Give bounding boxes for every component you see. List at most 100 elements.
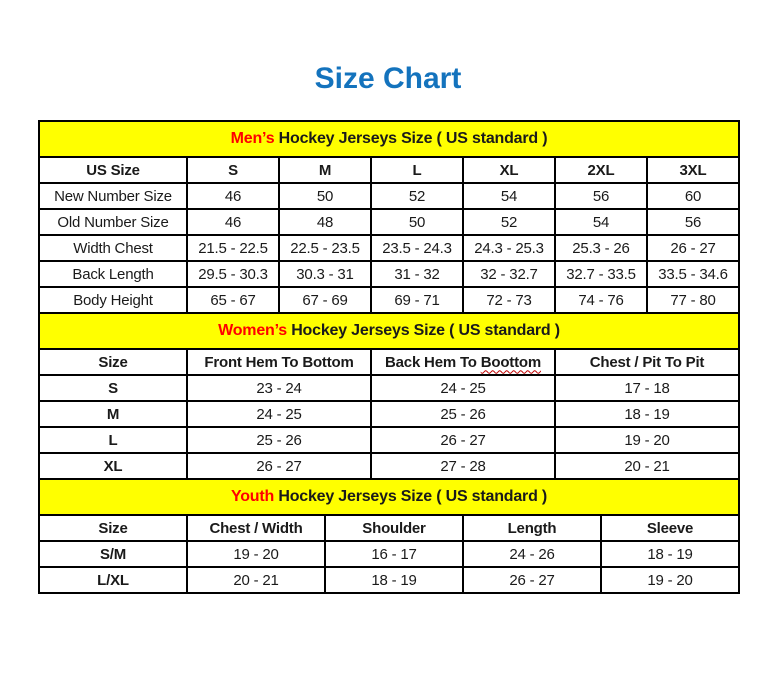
womens-section-band: Women’s Hockey Jerseys Size ( US standar… bbox=[38, 312, 740, 350]
page-title: Size Chart bbox=[314, 62, 462, 95]
column-header: US Size bbox=[38, 156, 188, 184]
table-row: L 25 - 26 26 - 27 19 - 20 bbox=[38, 426, 740, 454]
value-cell: 26 - 27 bbox=[646, 234, 740, 262]
table-row: XL 26 - 27 27 - 28 20 - 21 bbox=[38, 452, 740, 480]
column-header: Front Hem To Bottom bbox=[186, 348, 372, 376]
table-row: M 24 - 25 25 - 26 18 - 19 bbox=[38, 400, 740, 428]
row-label-cell: XL bbox=[38, 452, 188, 480]
value-cell: 17 - 18 bbox=[554, 374, 740, 402]
size-tables: Men’s Hockey Jerseys Size ( US standard … bbox=[38, 120, 740, 594]
womens-size-table: Women’s Hockey Jerseys Size ( US standar… bbox=[38, 312, 740, 480]
value-cell: 26 - 27 bbox=[462, 566, 602, 594]
value-cell: 52 bbox=[370, 182, 464, 210]
value-cell: 18 - 19 bbox=[554, 400, 740, 428]
value-cell: 33.5 - 34.6 bbox=[646, 260, 740, 288]
value-cell: 72 - 73 bbox=[462, 286, 556, 314]
value-cell: 54 bbox=[462, 182, 556, 210]
value-cell: 24.3 - 25.3 bbox=[462, 234, 556, 262]
value-cell: 22.5 - 23.5 bbox=[278, 234, 372, 262]
value-cell: 32.7 - 33.5 bbox=[554, 260, 648, 288]
value-cell: 31 - 32 bbox=[370, 260, 464, 288]
value-cell: 19 - 20 bbox=[186, 540, 326, 568]
youth-title-rest: Hockey Jerseys Size ( US standard ) bbox=[278, 488, 548, 505]
table-row: S 23 - 24 24 - 25 17 - 18 bbox=[38, 374, 740, 402]
column-header-prefix: Back Hem To bbox=[385, 353, 481, 371]
value-cell: 48 bbox=[278, 208, 372, 236]
value-cell: 54 bbox=[554, 208, 648, 236]
youth-accent-word: Youth bbox=[230, 488, 275, 505]
value-cell: 20 - 21 bbox=[186, 566, 326, 594]
value-cell: 25 - 26 bbox=[186, 426, 372, 454]
value-cell: 26 - 27 bbox=[370, 426, 556, 454]
column-header: Size bbox=[38, 514, 188, 542]
value-cell: 19 - 20 bbox=[554, 426, 740, 454]
value-cell: 25 - 26 bbox=[370, 400, 556, 428]
womens-column-header-row: Size Front Hem To Bottom Back Hem To Boo… bbox=[38, 348, 740, 376]
value-cell: 23.5 - 24.3 bbox=[370, 234, 464, 262]
value-cell: 18 - 19 bbox=[600, 540, 740, 568]
value-cell: 46 bbox=[186, 182, 280, 210]
row-label-cell: Body Height bbox=[38, 286, 188, 314]
value-cell: 65 - 67 bbox=[186, 286, 280, 314]
value-cell: 23 - 24 bbox=[186, 374, 372, 402]
value-cell: 56 bbox=[554, 182, 648, 210]
value-cell: 16 - 17 bbox=[324, 540, 464, 568]
row-label-cell: New Number Size bbox=[38, 182, 188, 210]
value-cell: 56 bbox=[646, 208, 740, 236]
column-header: Chest / Width bbox=[186, 514, 326, 542]
mens-column-header-row: US Size S M L XL 2XL 3XL bbox=[38, 156, 740, 184]
column-header: Length bbox=[462, 514, 602, 542]
mens-table-body: New Number Size 46 50 52 54 56 60 Old Number Si… bbox=[38, 182, 740, 314]
womens-table-body: S 23 - 24 24 - 25 17 - 18 M 24 - 25 25 - 26 18 … bbox=[38, 374, 740, 480]
row-label-cell: S/M bbox=[38, 540, 188, 568]
row-label-cell: M bbox=[38, 400, 188, 428]
table-row: L/XL 20 - 21 18 - 19 26 - 27 19 - 20 bbox=[38, 566, 740, 594]
value-cell: 60 bbox=[646, 182, 740, 210]
column-header: XL bbox=[462, 156, 556, 184]
column-header: 3XL bbox=[646, 156, 740, 184]
column-header: S bbox=[186, 156, 280, 184]
table-row: Back Length 29.5 - 30.3 30.3 - 31 31 - 32 32… bbox=[38, 260, 740, 288]
value-cell: 50 bbox=[278, 182, 372, 210]
row-label-cell: Back Length bbox=[38, 260, 188, 288]
mens-size-table: Men’s Hockey Jerseys Size ( US standard … bbox=[38, 120, 740, 314]
column-header: M bbox=[278, 156, 372, 184]
value-cell: 74 - 76 bbox=[554, 286, 648, 314]
value-cell: 50 bbox=[370, 208, 464, 236]
value-cell: 30.3 - 31 bbox=[278, 260, 372, 288]
value-cell: 69 - 71 bbox=[370, 286, 464, 314]
value-cell: 77 - 80 bbox=[646, 286, 740, 314]
value-cell: 67 - 69 bbox=[278, 286, 372, 314]
column-header: Chest / Pit To Pit bbox=[554, 348, 740, 376]
value-cell: 26 - 27 bbox=[186, 452, 372, 480]
youth-column-header-row: Size Chest / Width Shoulder Length Sleev… bbox=[38, 514, 740, 542]
column-header: Size bbox=[38, 348, 188, 376]
row-label-cell: L/XL bbox=[38, 566, 188, 594]
column-header: Back Hem To Boottom bbox=[370, 348, 556, 376]
value-cell: 25.3 - 26 bbox=[554, 234, 648, 262]
column-header: 2XL bbox=[554, 156, 648, 184]
womens-accent-word: Women’s bbox=[218, 322, 287, 339]
misspelled-word-wavy-underline: Boottom bbox=[480, 353, 541, 371]
value-cell: 46 bbox=[186, 208, 280, 236]
mens-title-rest: Hockey Jerseys Size ( US standard ) bbox=[278, 130, 548, 147]
youth-section-title: Youth Hockey Jerseys Size ( US standard … bbox=[38, 478, 740, 516]
womens-section-title: Women’s Hockey Jerseys Size ( US standar… bbox=[38, 312, 740, 350]
youth-size-table: Youth Hockey Jerseys Size ( US standard … bbox=[38, 478, 740, 594]
youth-table-body: S/M 19 - 20 16 - 17 24 - 26 18 - 19 L/XL 20 - … bbox=[38, 540, 740, 594]
mens-accent-word: Men’s bbox=[230, 130, 275, 147]
value-cell: 20 - 21 bbox=[554, 452, 740, 480]
value-cell: 27 - 28 bbox=[370, 452, 556, 480]
value-cell: 24 - 25 bbox=[186, 400, 372, 428]
row-label-cell: Width Chest bbox=[38, 234, 188, 262]
row-label-cell: Old Number Size bbox=[38, 208, 188, 236]
column-header: L bbox=[370, 156, 464, 184]
column-header: Shoulder bbox=[324, 514, 464, 542]
table-row: Old Number Size 46 48 50 52 54 56 bbox=[38, 208, 740, 236]
value-cell: 18 - 19 bbox=[324, 566, 464, 594]
value-cell: 52 bbox=[462, 208, 556, 236]
row-label-cell: L bbox=[38, 426, 188, 454]
table-row: Body Height 65 - 67 67 - 69 69 - 71 72 - 73 7… bbox=[38, 286, 740, 314]
table-row: S/M 19 - 20 16 - 17 24 - 26 18 - 19 bbox=[38, 540, 740, 568]
